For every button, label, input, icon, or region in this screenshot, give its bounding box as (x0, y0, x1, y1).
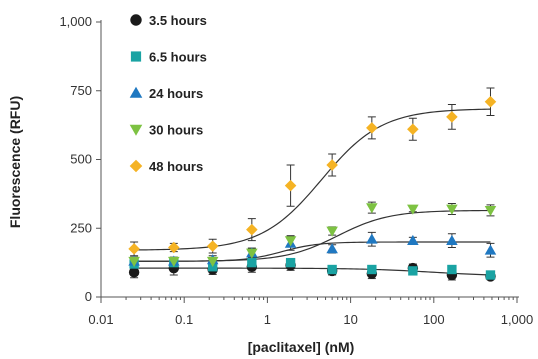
data-point-30-hours (407, 204, 419, 215)
legend-label: 3.5 hours (149, 13, 207, 28)
data-point-30-hours (284, 236, 297, 247)
data-markers (128, 95, 497, 282)
legend-label: 24 hours (149, 86, 203, 101)
legend-marker (130, 14, 142, 26)
legend-marker (129, 159, 143, 173)
x-axis-title: [paclitaxel] (nM) (248, 339, 355, 355)
x-tick-label: 100 (423, 312, 445, 327)
y-tick-label: 750 (70, 83, 92, 98)
data-point-48-hours (246, 223, 258, 236)
y-tick-label: 1,000 (59, 14, 92, 29)
data-point-24-hours (366, 233, 378, 244)
y-tick-label: 500 (70, 152, 92, 167)
y-tick-label: 0 (85, 289, 92, 304)
data-point-24-hours (446, 234, 458, 246)
data-point-6-5-hours (447, 264, 457, 275)
data-point-48-hours (446, 111, 458, 123)
data-point-48-hours (128, 243, 140, 255)
data-point-48-hours (407, 123, 419, 136)
data-point-6-5-hours (367, 264, 377, 275)
legend-item: 6.5 hours (130, 50, 207, 65)
data-point-48-hours (326, 159, 338, 171)
x-tick-label: 10 (343, 312, 357, 327)
data-point-24-hours (326, 243, 338, 254)
legend-item: 48 hours (129, 159, 203, 174)
x-tick-label: 0.01 (88, 312, 113, 327)
legend-item: 24 hours (129, 86, 203, 101)
legend-label: 6.5 hours (149, 50, 207, 65)
data-point-3-5-hours (128, 267, 140, 278)
x-tick-label: 0.1 (175, 312, 193, 327)
data-point-6-5-hours (408, 266, 418, 276)
data-point-30-hours (206, 256, 219, 268)
x-tick-label: 1 (264, 312, 271, 327)
legend-marker (129, 124, 143, 136)
data-point-6-5-hours (485, 270, 496, 280)
data-point-48-hours (284, 179, 297, 192)
data-point-6-5-hours (247, 257, 257, 268)
fit-curve-30-hours (134, 209, 491, 262)
legend-label: 30 hours (149, 123, 203, 138)
legend-item: 3.5 hours (130, 13, 207, 28)
error-bars (130, 87, 495, 281)
data-point-30-hours (366, 203, 378, 214)
fit-curve-3-5-hours (134, 267, 491, 276)
legend: 3.5 hours 6.5 hours 24 hours 30 hours 48 hou… (129, 13, 207, 174)
data-point-24-hours (484, 244, 497, 255)
legend-marker (129, 86, 143, 98)
fit-curve-24-hours (134, 241, 491, 262)
y-axis-title: Fluorescence (RFU) (7, 96, 23, 228)
x-tick-label: 1,000 (501, 312, 534, 327)
fit-curve-48-hours (134, 108, 491, 251)
axes: 0 250 500 750 1,000 0.01 0.1 1 10 100 1,000 (59, 14, 533, 327)
data-point-30-hours (128, 256, 140, 268)
data-point-6-5-hours (327, 264, 337, 275)
data-point-30-hours (446, 204, 458, 215)
y-tick-label: 250 (70, 220, 92, 235)
data-point-30-hours (168, 256, 180, 268)
data-point-48-hours (168, 241, 180, 254)
data-point-30-hours (246, 248, 258, 259)
fit-curves (134, 108, 491, 276)
legend-item: 30 hours (129, 123, 203, 138)
data-point-48-hours (484, 95, 497, 108)
legend-label: 48 hours (149, 159, 203, 174)
data-point-48-hours (366, 122, 378, 134)
data-point-6-5-hours (285, 257, 296, 268)
data-point-24-hours (407, 234, 419, 246)
data-point-30-hours (326, 226, 338, 237)
legend-marker (130, 51, 142, 62)
data-point-48-hours (206, 240, 219, 252)
data-point-30-hours (484, 205, 497, 217)
